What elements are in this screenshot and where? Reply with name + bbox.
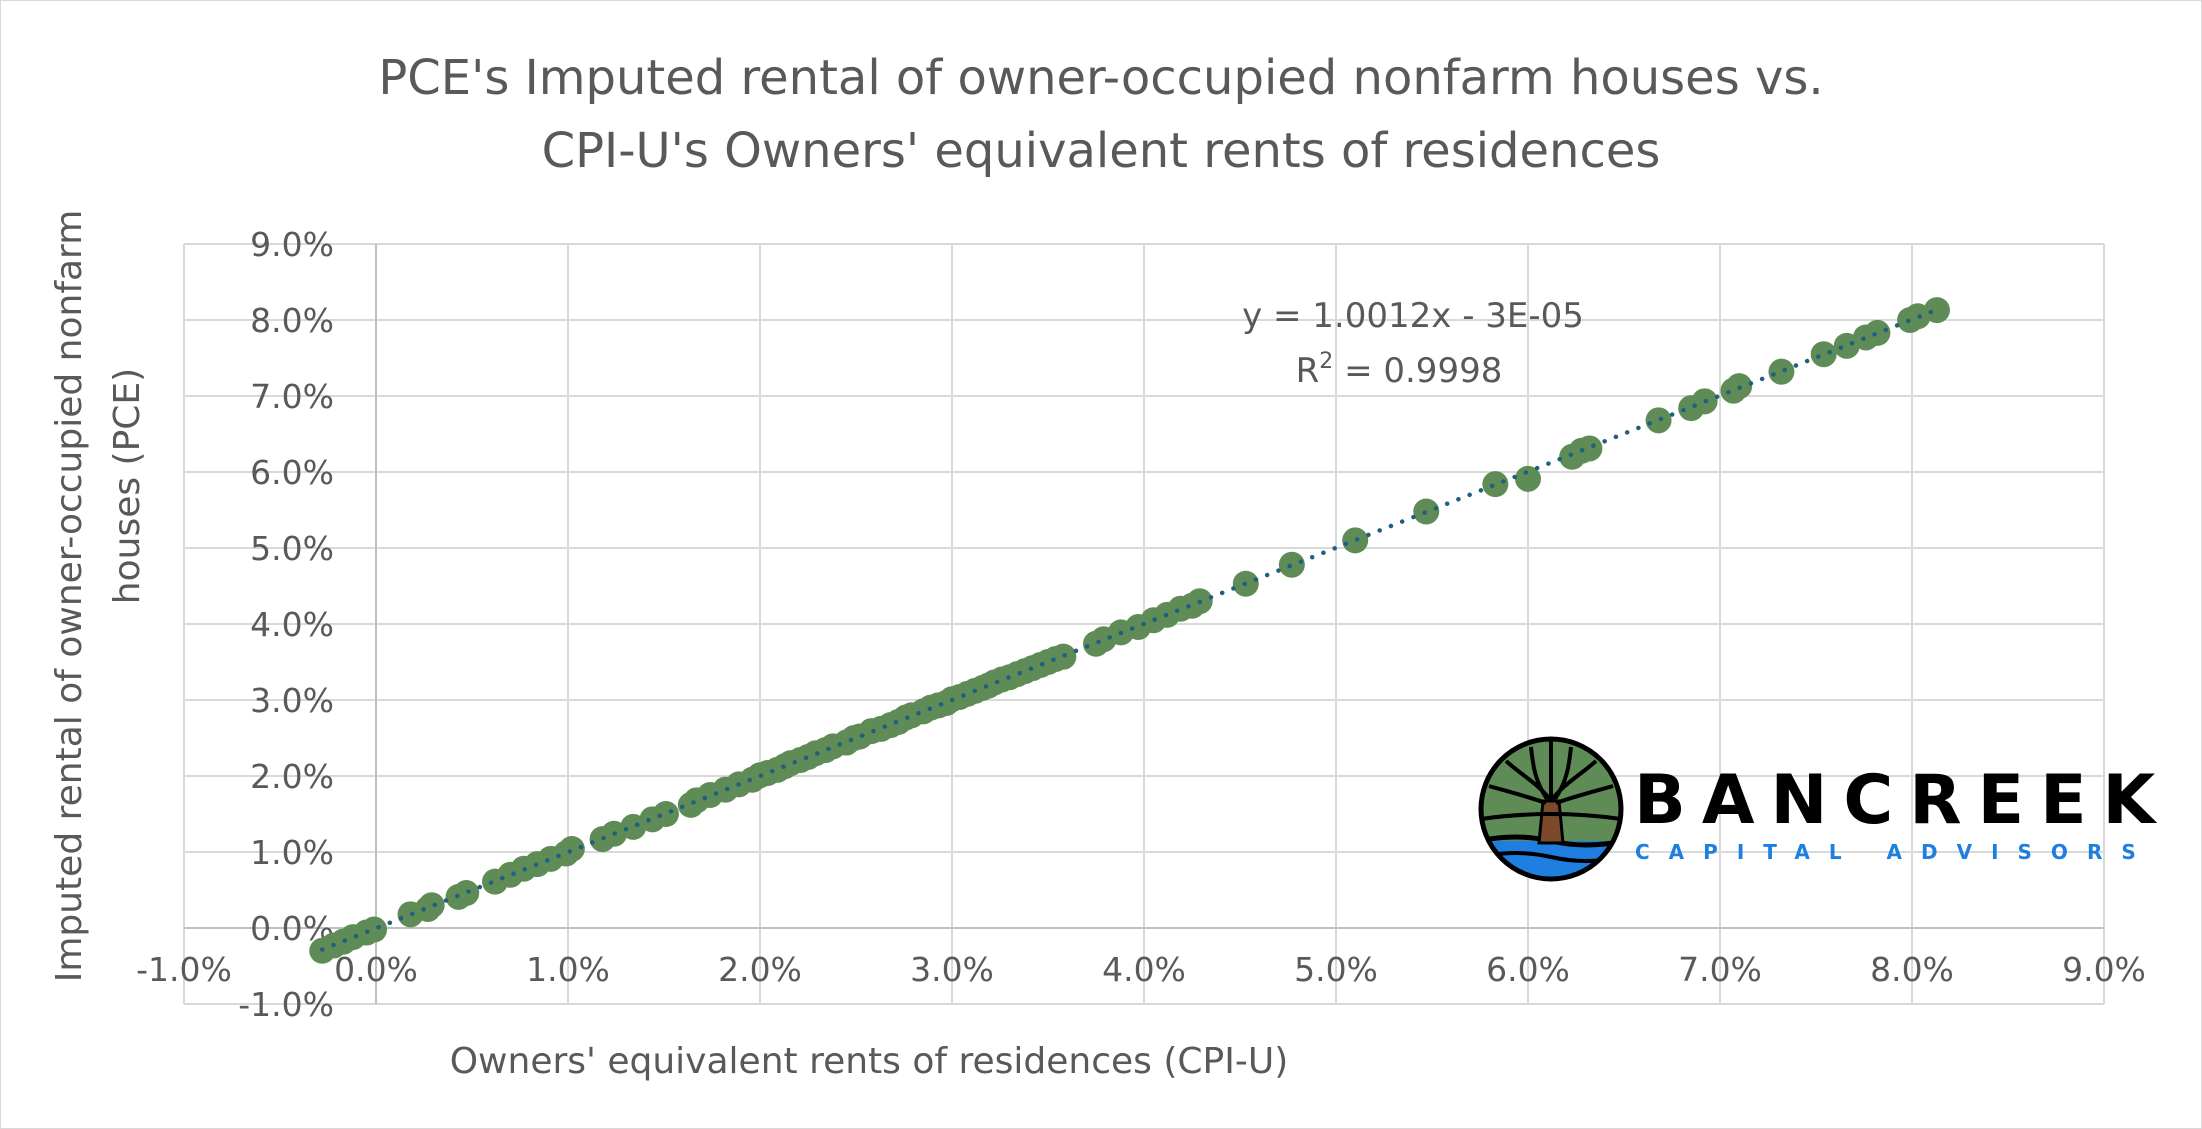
y-tick-label: 2.0%: [250, 757, 334, 796]
x-tick-label: 1.0%: [526, 950, 610, 989]
data-point: [1278, 551, 1305, 578]
data-point: [453, 880, 480, 907]
data-point: [1864, 319, 1891, 346]
data-point: [1923, 297, 1950, 324]
linear-trendline: [319, 305, 1944, 952]
x-tick-label: 4.0%: [1102, 950, 1186, 989]
logo-subtitle: CAPITAL ADVISORS: [1635, 840, 2155, 864]
y-tick-label: 3.0%: [250, 681, 334, 720]
y-tick-label: 6.0%: [250, 453, 334, 492]
data-point: [558, 835, 585, 862]
r-squared-label: R2 = 0.9998: [1296, 349, 1503, 391]
r-squared-value: = 0.9998: [1333, 351, 1502, 391]
tree-logo-icon: [1478, 736, 1624, 882]
x-tick-label: 8.0%: [1870, 950, 1954, 989]
y-axis-title-line-1: Imputed rental of owner-occupied nonfarm: [49, 210, 90, 983]
chart-title: PCE's Imputed rental of owner-occupied n…: [378, 50, 1823, 179]
logo-brand-name: BANCREEK: [1634, 761, 2171, 840]
bancreek-logo: BANCREEK CAPITAL ADVISORS: [1478, 736, 2171, 882]
data-point: [652, 801, 679, 827]
y-axis-title: Imputed rental of owner-occupied nonfarm…: [49, 210, 148, 983]
chart-title-line-2: CPI-U's Owners' equivalent rents of resi…: [542, 123, 1661, 179]
trendline-equation: y = 1.0012x - 3E-05 R2 = 0.9998: [1242, 296, 1584, 391]
x-tick-label: 0.0%: [334, 950, 418, 989]
data-point: [1645, 407, 1672, 434]
x-tick-label: -1.0%: [136, 950, 232, 989]
y-tick-label: 8.0%: [250, 301, 334, 340]
data-point: [1576, 435, 1603, 462]
chart-title-line-1: PCE's Imputed rental of owner-occupied n…: [378, 50, 1823, 106]
data-point: [418, 892, 445, 919]
y-tick-label: -1.0%: [238, 985, 334, 1024]
x-tick-labels: -1.0% 0.0% 1.0% 2.0% 3.0% 4.0% 5.0% 6.0% 7.0% 8.0…: [136, 950, 2146, 989]
equation-label: y = 1.0012x - 3E-05: [1242, 296, 1584, 336]
y-tick-label: 7.0%: [250, 377, 334, 416]
data-points: [309, 297, 1950, 964]
data-point: [361, 916, 388, 943]
x-axis-title: Owners' equivalent rents of residences (…: [450, 1041, 1289, 1082]
x-tick-label: 5.0%: [1294, 950, 1378, 989]
data-point: [1482, 471, 1509, 498]
y-tick-label: 9.0%: [250, 225, 334, 264]
y-tick-label: 4.0%: [250, 605, 334, 644]
data-point: [1810, 341, 1837, 368]
x-tick-label: 6.0%: [1486, 950, 1570, 989]
x-tick-label: 2.0%: [718, 950, 802, 989]
y-tick-labels: -1.0%0.0%1.0%2.0%3.0%4.0%5.0%6.0%7.0%8.0…: [238, 225, 334, 1024]
r-squared-symbol: R: [1296, 351, 1320, 391]
r-squared-superscript: 2: [1319, 349, 1333, 374]
y-tick-label: 5.0%: [250, 529, 334, 568]
x-tick-label: 9.0%: [2062, 950, 2146, 989]
x-tick-label: 3.0%: [910, 950, 994, 989]
data-point: [1515, 465, 1541, 492]
data-point: [1768, 358, 1795, 385]
y-axis-title-line-2: houses (PCE): [107, 368, 148, 604]
x-tick-label: 7.0%: [1678, 950, 1762, 989]
y-tick-label: 1.0%: [250, 833, 334, 872]
axes: [184, 244, 2104, 1004]
